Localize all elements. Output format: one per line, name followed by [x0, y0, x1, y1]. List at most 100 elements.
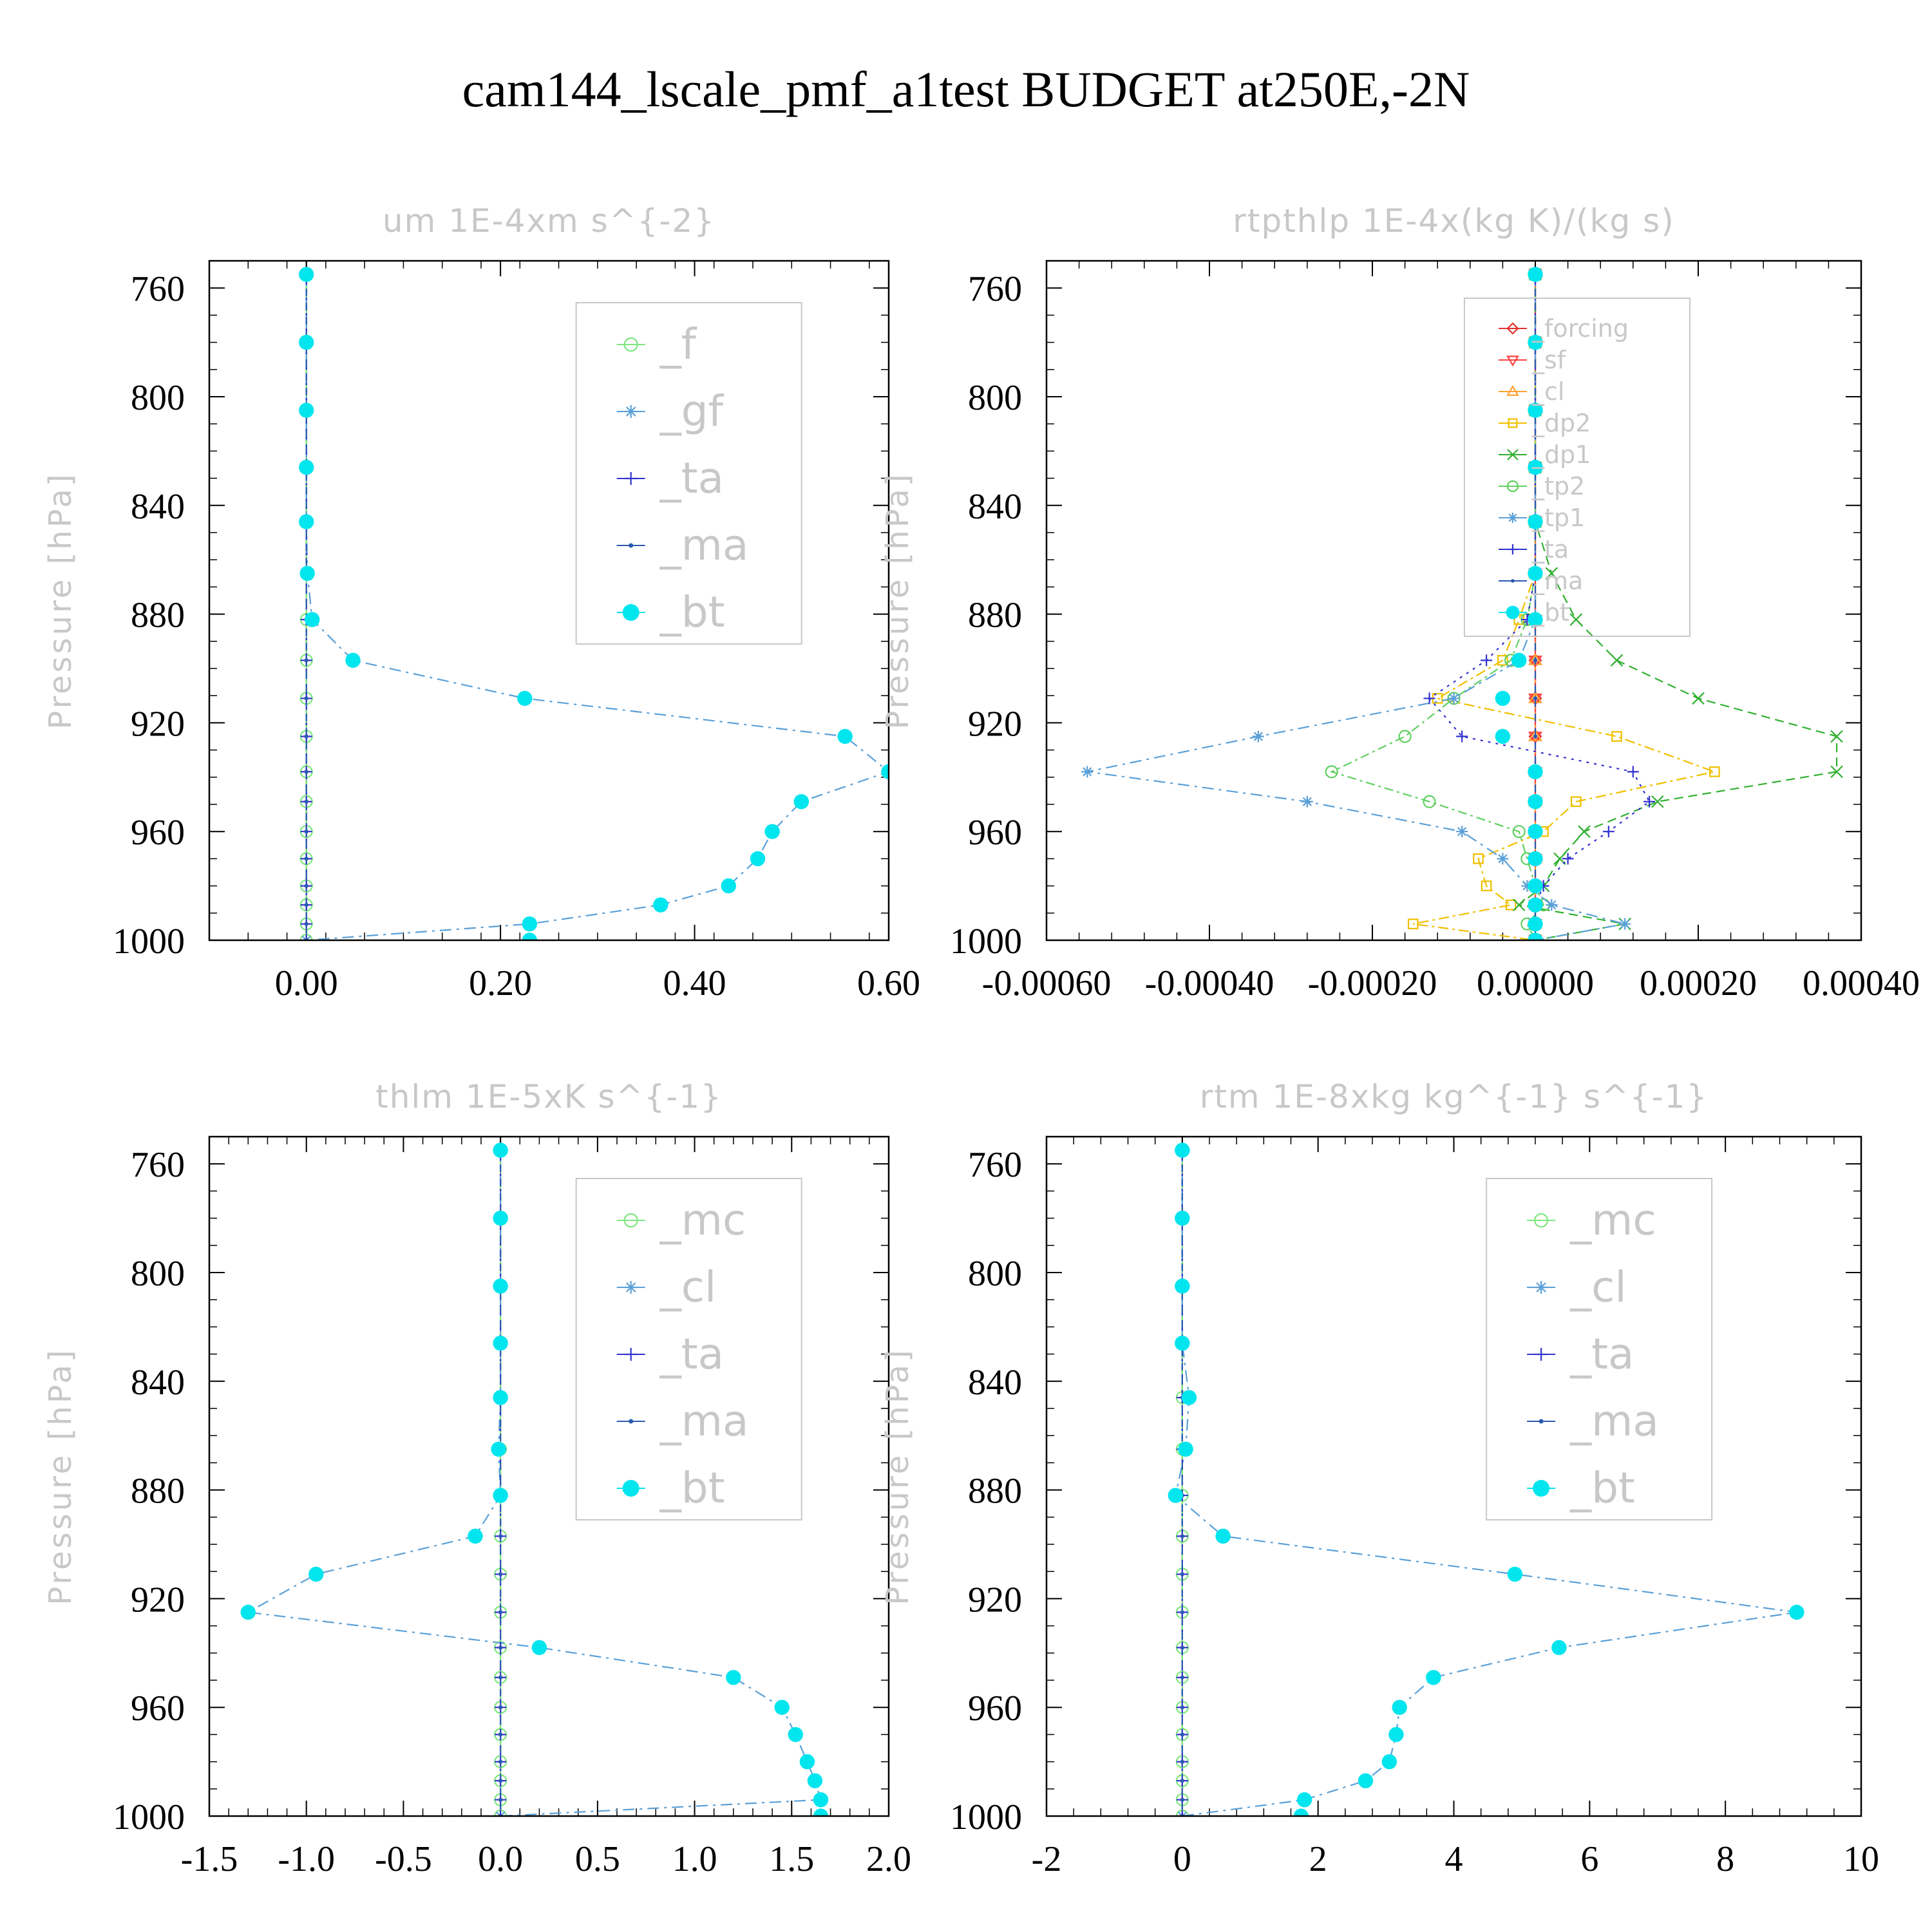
y-tick-label: 880	[968, 596, 1022, 636]
x-tick-label: 2	[1309, 1839, 1327, 1879]
x-tick-label: 0.60	[857, 963, 920, 1003]
data-point	[1176, 1810, 1188, 1816]
x-tick-label: 4	[1445, 1839, 1463, 1879]
y-tick-label: 840	[968, 1363, 1022, 1403]
data-point	[304, 770, 308, 774]
data-point	[299, 267, 314, 282]
x-tick-label: 0	[1173, 1839, 1191, 1879]
legend-symbol	[1506, 605, 1520, 620]
data-point	[1533, 696, 1538, 701]
legend-item: _ta	[1527, 1329, 1634, 1379]
legend: _forcing _sf _cl _dp2 _dp1 _tp2 _tp1 _ta _ma _bt	[1463, 298, 1690, 637]
y-tick-label: 920	[968, 1580, 1022, 1620]
data-point	[498, 1610, 503, 1615]
data-point	[653, 897, 668, 913]
data-point	[1627, 766, 1639, 778]
legend-symbol	[624, 1348, 638, 1361]
data-point	[1175, 1336, 1190, 1351]
series-line	[1413, 274, 1718, 940]
data-point	[498, 1732, 503, 1737]
legend-label: _f	[659, 319, 697, 369]
data-point	[493, 1210, 508, 1226]
x-tick-label: 8	[1716, 1839, 1734, 1879]
legend-item: _cl	[1498, 377, 1564, 406]
data-point	[1473, 853, 1484, 864]
minor-ticks	[1046, 1136, 1862, 1817]
axes-frame	[1045, 1135, 1862, 1817]
panel-1: um 1E-4xm s^{-2} Pressure [hPa] 0.00 0.20 0.…	[43, 202, 920, 1003]
legend-label: _sf	[1531, 346, 1567, 374]
data-point	[1512, 825, 1526, 838]
data-point	[299, 514, 314, 529]
legend-label: _bt	[659, 587, 725, 637]
data-point	[721, 878, 737, 894]
data-point	[1528, 794, 1543, 810]
legend-label: _ma	[659, 520, 749, 570]
data-point	[1325, 765, 1338, 779]
legend-item: _bt	[1498, 598, 1569, 627]
data-point	[1569, 613, 1583, 626]
x-tick-label: 6	[1580, 1839, 1598, 1879]
data-point	[1619, 918, 1631, 930]
panel-2: rtpthlp 1E-4x(kg K)/(kg s) Pressure [hPa]…	[880, 202, 1920, 1003]
legend-label: _ma	[659, 1396, 749, 1446]
x-tick-label: -0.00060	[982, 963, 1112, 1003]
legend-item: _bt	[1527, 1463, 1635, 1513]
data-point	[304, 734, 308, 739]
legend-symbol	[1539, 1419, 1544, 1424]
data-point	[1481, 880, 1492, 891]
y-tick-label: 840	[131, 1363, 185, 1403]
data-point	[1528, 729, 1542, 741]
legend-item: _dp2	[1498, 409, 1591, 437]
legend-label: _mc	[1569, 1195, 1656, 1245]
data-point	[1533, 734, 1538, 739]
y-tick-label: 800	[131, 1254, 185, 1294]
data-point	[1180, 1610, 1184, 1615]
y-tick-label: 960	[968, 1689, 1022, 1728]
legend-label: _cl	[1531, 377, 1564, 406]
data-point	[498, 1572, 503, 1577]
plot-area	[1168, 1142, 1804, 1816]
legend-item: _tp2	[1498, 472, 1585, 500]
data-point	[493, 1142, 508, 1158]
legend: _mc _cl _ta _ma _bt	[1486, 1178, 1713, 1520]
data-point	[304, 658, 308, 663]
data-point	[813, 1808, 829, 1816]
data-point	[1528, 897, 1543, 913]
data-point	[764, 824, 780, 839]
data-point	[1392, 1700, 1407, 1715]
data-point	[1528, 334, 1543, 350]
data-point	[1381, 1754, 1397, 1770]
legend-item: _mc	[1527, 1195, 1656, 1245]
legend-symbol	[1506, 322, 1519, 335]
data-point	[1252, 730, 1264, 743]
y-axis-label: Pressure [hPa]	[43, 1347, 79, 1605]
x-tick-label: 0.00020	[1640, 963, 1757, 1003]
data-point	[1830, 730, 1843, 743]
legend-symbol	[1534, 1213, 1549, 1228]
data-point	[881, 764, 889, 780]
data-point	[1407, 918, 1419, 929]
legend-label: _bt	[659, 1463, 725, 1513]
legend-symbol	[1533, 1480, 1550, 1497]
data-point	[1388, 1727, 1404, 1743]
legend-label: _ma	[1569, 1396, 1659, 1446]
y-tick-label: 1000	[113, 922, 185, 961]
legend-label: _ta	[659, 453, 724, 503]
legend-symbol	[1507, 544, 1518, 554]
data-point	[799, 1754, 815, 1770]
data-point	[1528, 460, 1543, 475]
x-tick-label: 0.40	[663, 963, 726, 1003]
data-point	[774, 1700, 790, 1715]
legend-item: _bt	[616, 587, 725, 637]
legend-label: _tp2	[1531, 472, 1585, 500]
data-point	[299, 402, 314, 418]
legend-item: _gf	[616, 386, 724, 436]
legend-symbol	[624, 405, 638, 418]
legend-symbol	[624, 472, 638, 485]
legend-item: _tp1	[1498, 504, 1585, 532]
data-point	[1643, 795, 1656, 808]
x-tick-label: 1.0	[672, 1839, 717, 1879]
data-point	[304, 922, 308, 926]
y-tick-label: 960	[131, 1689, 185, 1728]
